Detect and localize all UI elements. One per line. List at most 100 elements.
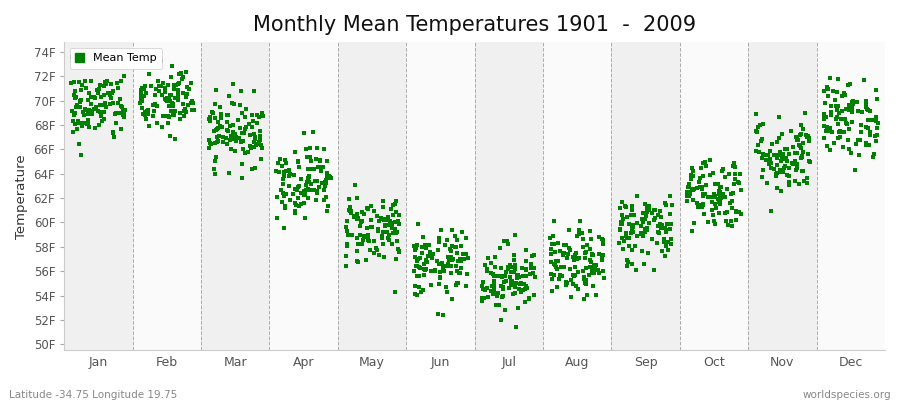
Point xyxy=(570,256,584,262)
Point xyxy=(177,112,192,119)
Point xyxy=(454,243,468,250)
Point xyxy=(302,144,317,151)
Point xyxy=(436,311,450,318)
Point xyxy=(564,276,579,283)
Point xyxy=(652,221,667,227)
Point xyxy=(729,216,743,223)
Point xyxy=(508,256,522,263)
Point xyxy=(447,244,462,250)
Point xyxy=(74,97,88,104)
Point xyxy=(320,170,334,177)
Point xyxy=(577,296,591,302)
Point xyxy=(235,129,249,136)
Point xyxy=(391,246,405,252)
Point xyxy=(762,156,777,162)
Point xyxy=(440,236,454,243)
Point xyxy=(495,274,509,280)
Point xyxy=(433,275,447,281)
Point xyxy=(166,112,181,118)
Point xyxy=(293,190,308,196)
Point xyxy=(230,136,244,142)
Point xyxy=(507,269,521,275)
Point xyxy=(797,110,812,116)
Point xyxy=(315,164,329,170)
Point xyxy=(111,84,125,91)
Point xyxy=(685,186,699,192)
Point xyxy=(382,232,396,238)
Point xyxy=(790,136,805,143)
Point xyxy=(509,273,524,279)
Point xyxy=(696,201,710,207)
Point xyxy=(302,174,317,180)
Point xyxy=(697,211,711,217)
Point xyxy=(641,250,655,256)
Point xyxy=(802,138,816,144)
Point xyxy=(859,139,873,146)
Point xyxy=(252,138,266,145)
Point xyxy=(110,80,124,87)
Point xyxy=(620,256,634,263)
Point xyxy=(586,282,600,289)
Point xyxy=(583,236,598,242)
Point xyxy=(67,78,81,85)
Point xyxy=(841,137,855,143)
Point xyxy=(801,151,815,157)
Point xyxy=(279,168,293,174)
Point xyxy=(321,202,336,209)
Point xyxy=(438,284,453,290)
Point xyxy=(544,251,558,257)
Point xyxy=(104,81,118,88)
Point xyxy=(428,266,442,273)
Point xyxy=(117,114,131,120)
Point xyxy=(749,111,763,118)
Point xyxy=(516,287,530,294)
Point xyxy=(167,110,182,116)
Point xyxy=(824,125,838,131)
Point xyxy=(94,112,108,119)
Point xyxy=(210,138,224,145)
Point xyxy=(557,242,572,248)
Point xyxy=(71,140,86,147)
Point xyxy=(598,274,612,281)
Point xyxy=(229,132,243,138)
Point xyxy=(353,223,367,230)
Point xyxy=(425,254,439,261)
Point xyxy=(515,265,529,271)
Point xyxy=(356,237,371,244)
Bar xyxy=(406,42,474,350)
Point xyxy=(359,224,374,231)
Point xyxy=(222,123,237,130)
Point xyxy=(548,249,562,256)
Point xyxy=(618,230,633,236)
Point xyxy=(342,207,356,214)
Point xyxy=(180,84,194,90)
Point xyxy=(655,248,670,254)
Point xyxy=(842,102,856,108)
Point xyxy=(496,286,510,292)
Point xyxy=(212,138,226,144)
Point xyxy=(560,280,574,286)
Point xyxy=(501,285,516,291)
Point xyxy=(578,280,592,286)
Point xyxy=(567,272,581,279)
Title: Monthly Mean Temperatures 1901  -  2009: Monthly Mean Temperatures 1901 - 2009 xyxy=(253,15,697,35)
Point xyxy=(832,128,847,135)
Point xyxy=(713,184,727,190)
Point xyxy=(625,202,639,209)
Point xyxy=(180,91,194,97)
Point xyxy=(282,167,296,174)
Y-axis label: Temperature: Temperature xyxy=(15,154,28,238)
Point xyxy=(622,243,636,250)
Point xyxy=(456,251,471,257)
Point xyxy=(755,155,770,161)
Point xyxy=(851,108,866,114)
Point xyxy=(571,269,585,275)
Point xyxy=(70,102,85,108)
Point xyxy=(385,212,400,218)
Point xyxy=(772,152,787,158)
Point xyxy=(416,287,430,293)
Point xyxy=(729,208,743,214)
Point xyxy=(184,80,198,86)
Point xyxy=(614,220,628,227)
Point xyxy=(508,324,523,330)
